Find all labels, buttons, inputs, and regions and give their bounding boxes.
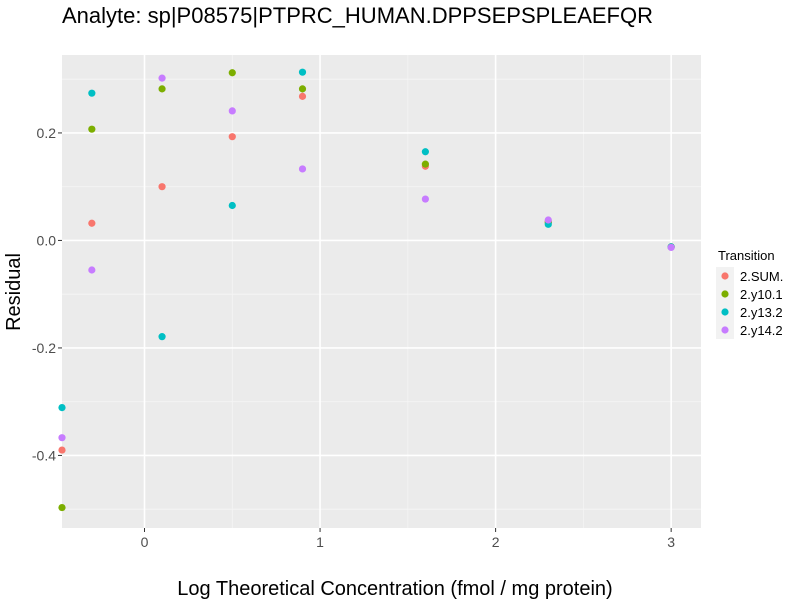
- data-point: [421, 195, 429, 203]
- data-point: [421, 160, 429, 168]
- legend-items: 2.SUM. 2.y10.1 2.y13.2 2.y14.2: [716, 267, 783, 339]
- x-axis-title: Log Theoretical Concentration (fmol / mg…: [177, 578, 612, 600]
- axis-ticks: 0 1 2 3 -0.4 -0.2 0.0 0.2: [32, 125, 675, 550]
- legend-label: 2.y14.2: [740, 323, 783, 338]
- y-tick-label: -0.2: [32, 340, 56, 356]
- data-point: [228, 201, 236, 210]
- data-point: [298, 85, 307, 93]
- data-point: [421, 148, 429, 156]
- data-point: [88, 125, 96, 133]
- legend-label: 2.y13.2: [740, 305, 783, 320]
- data-point: [88, 219, 96, 227]
- legend-swatch: [721, 326, 729, 334]
- data-point: [228, 69, 236, 77]
- plot-panel: [62, 55, 701, 528]
- x-tick-label: 0: [141, 534, 149, 550]
- data-point: [158, 333, 166, 341]
- legend-label: 2.y10.1: [740, 287, 783, 302]
- legend-swatch: [721, 290, 729, 298]
- x-tick-label: 2: [492, 534, 500, 550]
- data-point: [228, 133, 236, 141]
- data-point: [58, 503, 66, 512]
- data-point: [58, 446, 66, 454]
- grid-lines: [62, 55, 701, 528]
- data-points: [58, 68, 675, 512]
- data-point: [58, 404, 66, 412]
- data-point: [58, 434, 66, 442]
- legend-title: Transition: [718, 248, 775, 263]
- data-point: [88, 266, 96, 274]
- y-tick-label: 0.2: [37, 125, 57, 141]
- legend-label: 2.SUM.: [740, 269, 783, 284]
- data-point: [228, 107, 236, 115]
- data-point: [667, 243, 675, 252]
- legend-swatch: [721, 272, 729, 280]
- data-point: [298, 92, 307, 100]
- data-point: [298, 165, 307, 173]
- data-point: [158, 85, 166, 93]
- x-tick-label: 3: [667, 534, 675, 550]
- data-point: [544, 216, 552, 224]
- legend: Transition 2.SUM. 2.y10.1 2.y13.2 2.y14.2: [716, 248, 783, 339]
- data-point: [298, 68, 307, 76]
- y-axis-title: Residual: [3, 253, 25, 331]
- data-point: [158, 183, 166, 191]
- data-point: [88, 89, 96, 97]
- data-point: [158, 74, 166, 82]
- y-tick-label: -0.4: [32, 447, 56, 463]
- x-tick-label: 1: [316, 534, 324, 550]
- legend-swatch: [721, 308, 729, 316]
- y-tick-label: 0.0: [37, 232, 57, 248]
- chart-title: Analyte: sp|P08575|PTPRC_HUMAN.DPPSEPSPL…: [62, 3, 653, 28]
